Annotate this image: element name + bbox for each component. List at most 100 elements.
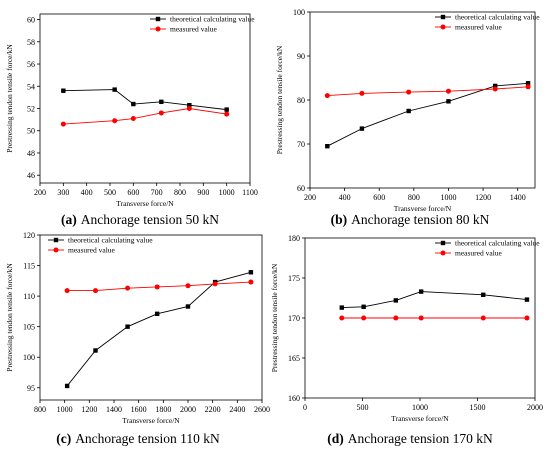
marker bbox=[112, 87, 117, 92]
marker bbox=[155, 16, 161, 22]
marker bbox=[60, 121, 66, 127]
marker bbox=[406, 89, 412, 95]
marker bbox=[339, 315, 345, 321]
marker bbox=[359, 126, 365, 131]
panel: 200 300 400 500 600 700 800 900 1000 1100 46 48 50 52… bbox=[5, 13, 258, 227]
marker bbox=[440, 14, 446, 20]
marker bbox=[361, 315, 367, 321]
marker bbox=[492, 86, 498, 92]
x-tick-label: 1000 bbox=[412, 403, 428, 412]
legend-label: theoretical calculating value bbox=[170, 15, 255, 24]
marker bbox=[112, 118, 118, 124]
x-tick-label: 500 bbox=[357, 403, 369, 412]
marker bbox=[64, 383, 70, 389]
marker bbox=[325, 144, 330, 149]
x-tick-label: 1000 bbox=[440, 193, 456, 202]
series-line bbox=[327, 82, 529, 147]
caption: (c) Anchorage tension 110 kN bbox=[56, 431, 220, 446]
marker bbox=[446, 99, 451, 104]
x-tick-label: 1200 bbox=[475, 193, 491, 202]
marker bbox=[155, 26, 161, 32]
marker bbox=[53, 237, 59, 243]
legend-label: measured value bbox=[170, 25, 218, 34]
y-tick-label: 110 bbox=[23, 292, 35, 301]
y-tick-label: 48 bbox=[27, 149, 35, 158]
legend-label: theoretical calculating value bbox=[455, 239, 540, 248]
x-tick-label: 900 bbox=[197, 188, 209, 197]
plot-frame bbox=[39, 13, 251, 184]
y-tick-label: 165 bbox=[288, 354, 300, 363]
marker bbox=[61, 88, 66, 93]
caption: (a) Anchorage tension 50 kN bbox=[61, 212, 219, 227]
x-tick-label: 1200 bbox=[81, 405, 97, 414]
y-tick-label: 100 bbox=[293, 8, 305, 17]
marker bbox=[125, 285, 131, 291]
marker bbox=[359, 90, 365, 96]
y-axis-label: Prestressing tendon tensile force/kN bbox=[5, 44, 14, 153]
x-tick-label: 1500 bbox=[470, 403, 486, 412]
legend-label: measured value bbox=[455, 23, 503, 32]
marker bbox=[393, 315, 399, 321]
x-tick-label: 1600 bbox=[131, 405, 147, 414]
marker bbox=[248, 270, 254, 275]
y-tick-label: 52 bbox=[27, 105, 35, 114]
y-tick-label: 175 bbox=[288, 274, 300, 283]
y-tick-label: 115 bbox=[23, 262, 35, 271]
legend-label: theoretical calculating value bbox=[68, 236, 153, 245]
y-tick-label: 56 bbox=[27, 60, 35, 69]
x-tick-label: 500 bbox=[104, 188, 116, 197]
marker bbox=[480, 315, 486, 321]
marker bbox=[159, 99, 164, 105]
y-tick-label: 160 bbox=[288, 394, 300, 403]
x-tick-label: 600 bbox=[373, 193, 385, 202]
x-tick-label: 300 bbox=[57, 188, 69, 197]
marker bbox=[440, 240, 446, 246]
x-tick-label: 1000 bbox=[219, 188, 235, 197]
y-tick-label: 58 bbox=[27, 38, 35, 47]
marker bbox=[224, 111, 230, 117]
x-tick-label: 800 bbox=[174, 188, 186, 197]
marker bbox=[361, 304, 366, 309]
x-axis-label: Transverse force/N bbox=[394, 204, 452, 213]
marker bbox=[125, 324, 130, 329]
y-tick-label: 70 bbox=[297, 140, 305, 149]
plot-frame bbox=[39, 234, 263, 401]
marker bbox=[64, 288, 70, 294]
caption-label: (a) bbox=[61, 212, 77, 227]
legend-label: measured value bbox=[455, 249, 503, 258]
x-tick-label: 0 bbox=[303, 403, 307, 412]
x-tick-label: 800 bbox=[408, 193, 420, 202]
y-axis-label: Prestressing tendon tensile force/kN bbox=[270, 263, 279, 372]
x-tick-label: 700 bbox=[151, 188, 163, 197]
y-tick-label: 46 bbox=[27, 171, 35, 180]
panel: 800 1000 1200 1400 1600 1800 2000 2200 2400 2600 9… bbox=[5, 231, 270, 446]
marker bbox=[525, 81, 531, 86]
caption: (b) Anchorage tension 80 kN bbox=[331, 212, 490, 227]
x-tick-label: 1100 bbox=[242, 188, 258, 197]
y-axis-label: Prestressing tendon tensile force/kN bbox=[5, 263, 14, 372]
panel: 0 500 1000 1500 2000 160 165 170 175 180 Transvers… bbox=[270, 234, 543, 446]
y-tick-label: 90 bbox=[297, 52, 305, 61]
caption-text: Anchorage tension 170 kN bbox=[348, 431, 493, 446]
y-tick-label: 54 bbox=[27, 82, 35, 91]
y-tick-label: 180 bbox=[288, 234, 300, 243]
marker bbox=[212, 281, 218, 287]
x-tick-label: 200 bbox=[304, 193, 316, 202]
x-tick-label: 2000 bbox=[527, 403, 543, 412]
x-tick-label: 2200 bbox=[205, 405, 221, 414]
series-line bbox=[63, 89, 227, 111]
legend-label: theoretical calculating value bbox=[455, 13, 540, 22]
marker bbox=[406, 108, 411, 114]
x-tick-label: 400 bbox=[339, 193, 351, 202]
x-tick-label: 2400 bbox=[229, 405, 245, 414]
y-tick-label: 170 bbox=[288, 314, 300, 323]
marker bbox=[93, 288, 98, 294]
y-tick-label: 105 bbox=[23, 323, 35, 332]
marker bbox=[524, 297, 530, 302]
marker bbox=[131, 101, 136, 107]
x-tick-label: 400 bbox=[81, 188, 93, 197]
caption-text: Anchorage tension 110 kN bbox=[75, 431, 220, 446]
marker bbox=[339, 305, 344, 310]
marker bbox=[53, 247, 59, 253]
